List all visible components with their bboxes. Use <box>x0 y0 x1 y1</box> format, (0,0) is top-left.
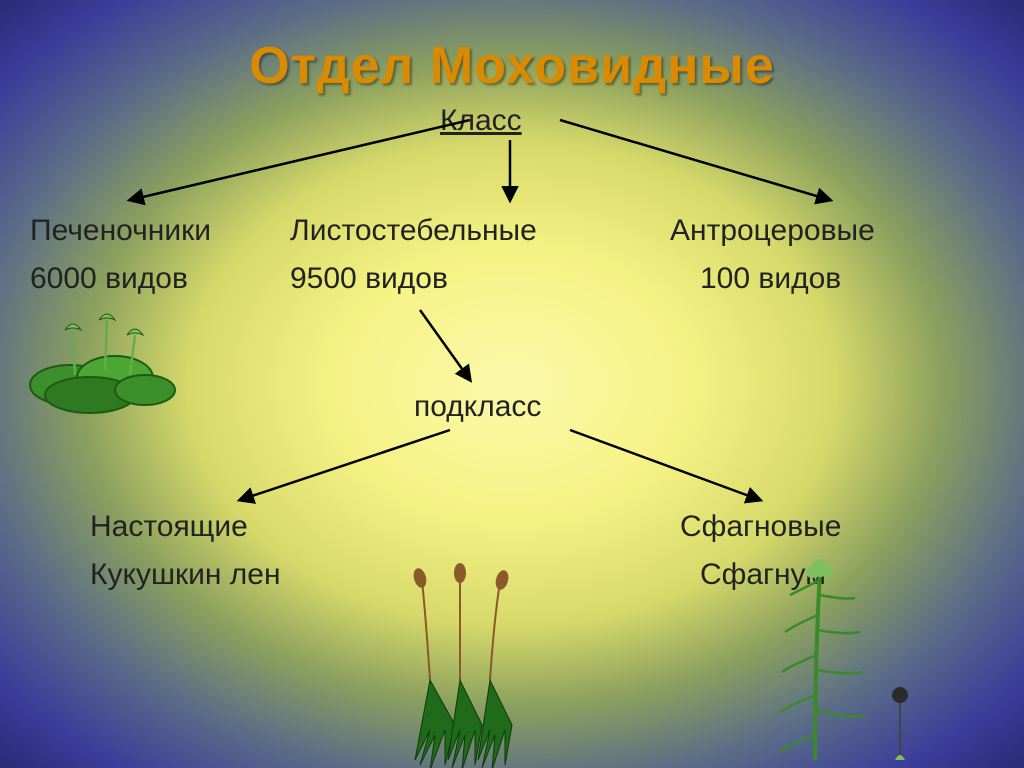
class-3-name: Антроцеровые <box>670 214 875 248</box>
subclass-1-name: Настоящие <box>90 510 248 544</box>
liverwort-icon <box>15 290 195 420</box>
class-2-count: 9500 видов <box>290 262 448 296</box>
sphagnum-icon <box>760 540 940 768</box>
level2-label: подкласс <box>414 390 541 424</box>
subclass-2-name: Сфагновые <box>680 510 841 544</box>
class-1-name: Печеночники <box>30 214 211 248</box>
slide-title-row: Отдел Моховидные <box>0 36 1024 96</box>
class-3-count: 100 видов <box>700 262 841 296</box>
level1-label: Класс <box>440 104 522 138</box>
slide-title: Отдел Моховидные <box>249 37 775 95</box>
class-2-name: Листостебельные <box>290 214 537 248</box>
subclass-1-example: Кукушкин лен <box>90 558 281 592</box>
slide-stage: Отдел Моховидные Класс Печеночники 6000 … <box>0 0 1024 768</box>
polytrichum-icon <box>360 560 560 768</box>
